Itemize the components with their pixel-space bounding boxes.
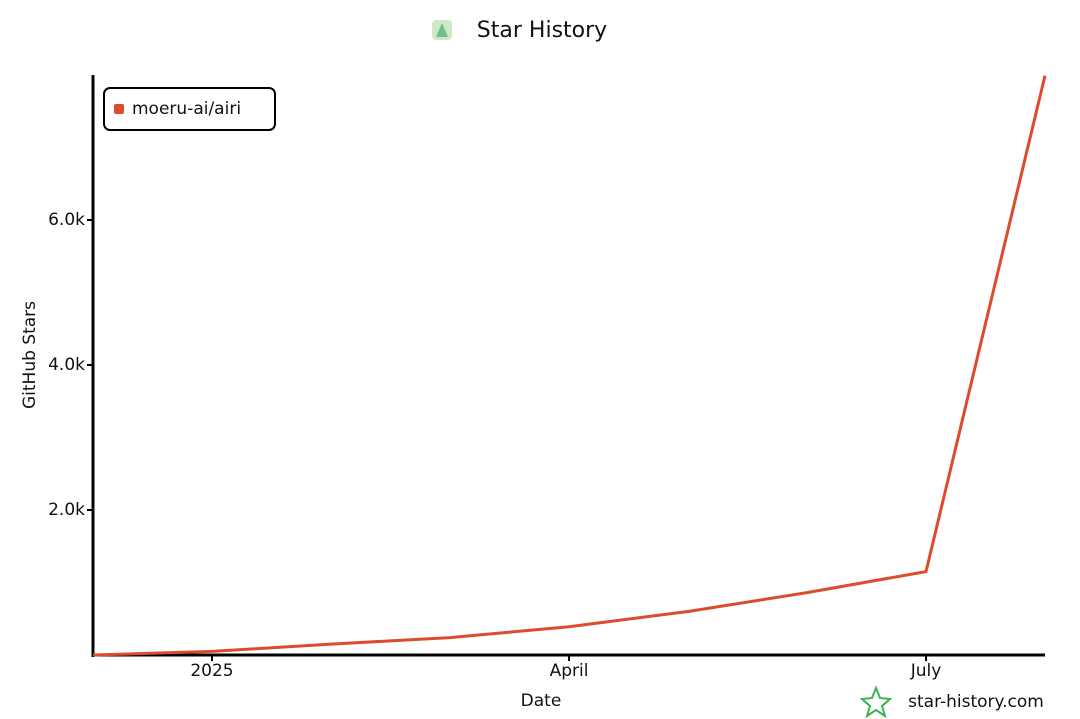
x-axis-label: Date xyxy=(521,691,562,711)
chart-title: Star History xyxy=(477,18,607,43)
watermark: star-history.com xyxy=(908,692,1044,712)
title-icon xyxy=(432,20,452,40)
x-tick-label: July xyxy=(910,661,942,681)
legend-swatch xyxy=(114,104,124,114)
legend-box xyxy=(103,87,276,131)
legend-label: moeru-ai/airi xyxy=(132,99,241,119)
y-tick-label: 2.0k xyxy=(48,500,85,520)
watermark-icon xyxy=(859,685,893,719)
series-line xyxy=(92,75,1047,657)
y-axis-label: GitHub Stars xyxy=(20,301,40,409)
x-tick-label: 2025 xyxy=(190,661,233,681)
y-tick-label: 4.0k xyxy=(48,355,85,375)
y-tick-label: 6.0k xyxy=(48,210,85,230)
x-tick-label: April xyxy=(550,661,589,681)
